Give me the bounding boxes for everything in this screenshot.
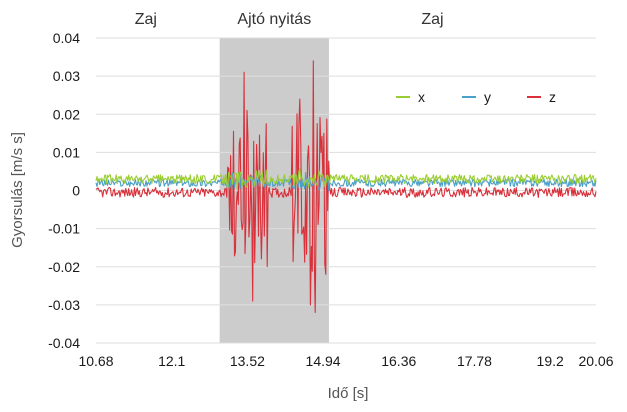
region-label: Zaj: [135, 11, 157, 28]
region-label: Ajtó nyitás: [237, 11, 311, 28]
y-tick-label: -0.02: [48, 259, 80, 275]
x-axis-label: Idő [s]: [328, 385, 369, 402]
y-tick-labels: 0.04 0.03 0.02 0.01 0 -0.01 -0.02 -0.03 -0.04: [48, 30, 80, 351]
y-tick-label: 0.02: [53, 106, 80, 122]
x-tick-label: 20.06: [578, 353, 613, 369]
x-tick-labels: 10.68 12.1 13.52 14.94 16.36 17.78 19.2 20.06: [78, 353, 613, 369]
grid-layer: [96, 37, 596, 344]
legend-label-x: x: [418, 89, 425, 105]
legend-label-z: z: [549, 89, 556, 105]
x-tick-label: 17.78: [457, 353, 492, 369]
y-tick-label: -0.04: [48, 335, 80, 351]
x-tick-label: 14.94: [306, 353, 341, 369]
x-tick-label: 10.68: [78, 353, 113, 369]
y-tick-label: 0: [72, 183, 80, 199]
y-tick-label: 0.01: [53, 144, 80, 160]
series-line-z: [95, 60, 597, 314]
x-tick-label: 13.52: [230, 353, 265, 369]
region-label: Zaj: [421, 11, 443, 28]
y-tick-label: 0.03: [53, 68, 80, 84]
legend: x y z: [396, 89, 556, 105]
y-tick-label: -0.01: [48, 221, 80, 237]
y-tick-label: 0.04: [53, 30, 80, 46]
x-tick-label: 19.2: [537, 353, 564, 369]
legend-label-y: y: [484, 89, 491, 105]
x-tick-label: 16.36: [381, 353, 416, 369]
series-line-x: [95, 167, 597, 191]
series-layer: [95, 60, 597, 314]
y-axis-label: Gyorsulás [m/s s]: [9, 132, 26, 248]
x-tick-label: 12.1: [158, 353, 185, 369]
y-tick-label: -0.03: [48, 297, 80, 313]
